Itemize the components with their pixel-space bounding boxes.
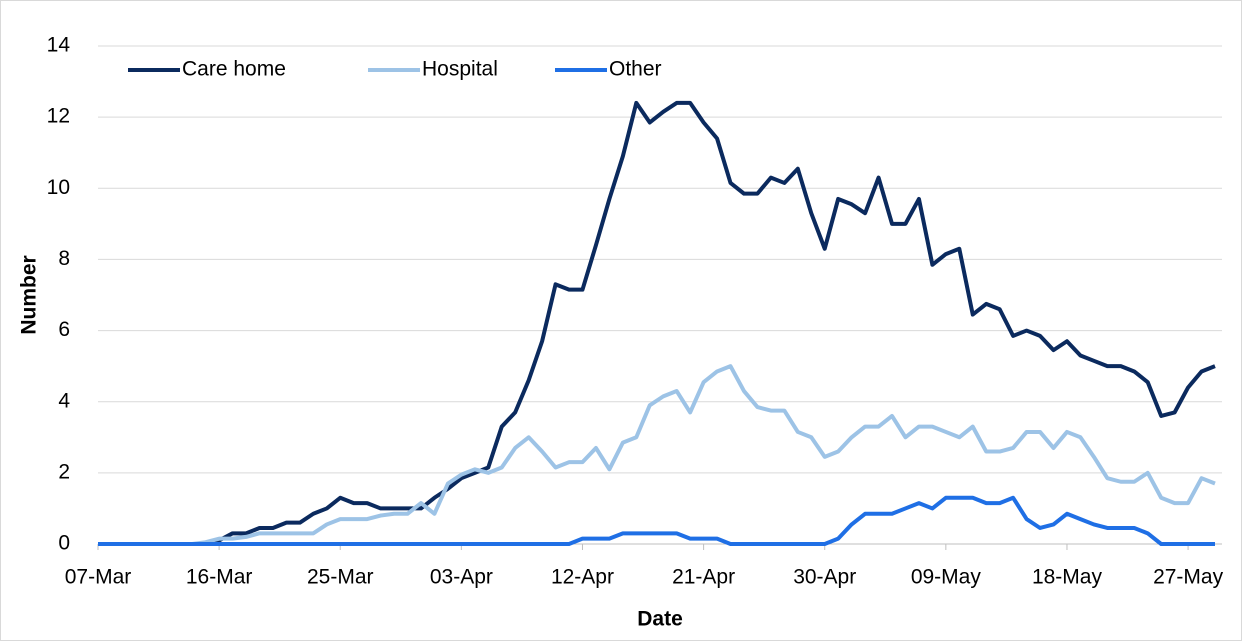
series-line [98, 100, 1216, 546]
series-line [98, 364, 1216, 546]
y-tick-label: 2 [58, 460, 70, 483]
x-tick-label: 27-May [1153, 566, 1224, 589]
x-tick-label: 12-Apr [551, 566, 614, 589]
y-tick-label: 12 [47, 105, 70, 128]
y-tick-label: 0 [58, 532, 70, 555]
y-axis-label: Number [18, 255, 41, 334]
y-tick-label: 10 [47, 176, 70, 199]
y-tick-label: 4 [58, 389, 70, 412]
x-tick-label: 09-May [911, 566, 982, 589]
legend-label: Care home [182, 58, 286, 81]
y-tick-label: 6 [58, 318, 70, 341]
y-tick-label: 8 [58, 247, 70, 270]
y-tick-label: 14 [47, 34, 71, 57]
x-tick-label: 25-Mar [307, 566, 374, 589]
x-tick-label: 16-Mar [186, 566, 253, 589]
x-tick-label: 07-Mar [65, 566, 132, 589]
legend-label: Hospital [422, 58, 498, 81]
x-axis-label: Date [637, 608, 683, 631]
x-tick-label: 21-Apr [672, 566, 735, 589]
x-tick-label: 03-Apr [430, 566, 493, 589]
x-tick-label: 30-Apr [793, 566, 856, 589]
legend-label: Other [609, 58, 662, 81]
x-tick-label: 18-May [1032, 566, 1103, 589]
series-line [98, 495, 1215, 546]
